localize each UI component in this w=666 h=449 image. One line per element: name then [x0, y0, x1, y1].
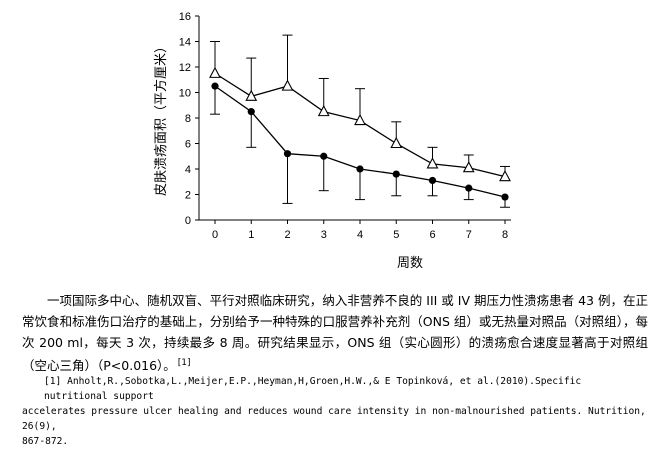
reference-line-2: accelerates pressure ulcer healing and r…	[22, 406, 646, 432]
data-point-circle	[465, 184, 473, 192]
chart-area: 0 2 4 6 8 10 12 14 16 0 1 2 3 4 5 6 7 8 周数 皮肤溃疡面积（平方厘米）	[153, 11, 511, 271]
data-point-triangle	[209, 66, 221, 78]
y-axis-label: 皮肤溃疡面积（平方厘米）	[153, 40, 169, 196]
x-axis-label: 周数	[397, 256, 423, 271]
y-tick-label: 4	[185, 164, 191, 176]
reference-line-1: [1] Anholt,R.,Sobotka,L.,Meijer,E.P.,Hey…	[44, 376, 582, 402]
x-tick-label: 3	[321, 229, 327, 241]
reference: [1] Anholt,R.,Sobotka,L.,Meijer,E.P.,Hey…	[22, 374, 648, 449]
data-point-circle	[320, 152, 328, 160]
x-tick-label: 1	[248, 229, 254, 241]
data-point-triangle	[462, 161, 475, 173]
x-tick-label: 5	[393, 229, 399, 241]
y-tick-label: 8	[185, 113, 191, 125]
data-point-circle	[501, 193, 509, 201]
data-point-triangle	[281, 79, 294, 91]
y-tick-label: 16	[179, 11, 191, 23]
x-tick-label: 7	[466, 229, 472, 241]
y-tick-label: 10	[179, 88, 191, 100]
data-point-circle	[392, 170, 400, 178]
y-tick-label: 12	[179, 62, 191, 74]
data-point-circle	[247, 108, 255, 116]
data-point-circle	[428, 176, 437, 185]
x-tick-label: 6	[429, 229, 435, 241]
caption: 一项国际多中心、随机双盲、平行对照临床研究，纳入非营养不良的 III 或 IV …	[22, 290, 648, 376]
data-point-circle	[283, 150, 292, 158]
data-point-circle	[356, 165, 364, 173]
data-point-circle	[211, 82, 219, 90]
reference-line-3: 867-872.	[22, 436, 69, 447]
x-tick-label: 4	[357, 229, 363, 241]
data-point-triangle	[499, 169, 511, 182]
y-tick-label: 0	[185, 215, 191, 227]
x-tick-label: 2	[284, 229, 290, 241]
data-point-triangle	[317, 104, 330, 117]
y-tick-label: 14	[179, 37, 191, 49]
x-tick-label: 8	[502, 229, 508, 241]
caption-text: 一项国际多中心、随机双盲、平行对照临床研究，纳入非营养不良的 III 或 IV …	[22, 293, 648, 374]
x-tick-label: 0	[212, 229, 218, 241]
y-tick-label: 2	[185, 190, 191, 202]
caption-citation: [1]	[177, 358, 191, 368]
data-point-triangle	[354, 113, 366, 126]
y-tick-label: 6	[185, 139, 191, 151]
data-point-triangle	[426, 157, 439, 169]
data-point-triangle	[245, 89, 258, 101]
data-point-triangle	[390, 136, 403, 149]
